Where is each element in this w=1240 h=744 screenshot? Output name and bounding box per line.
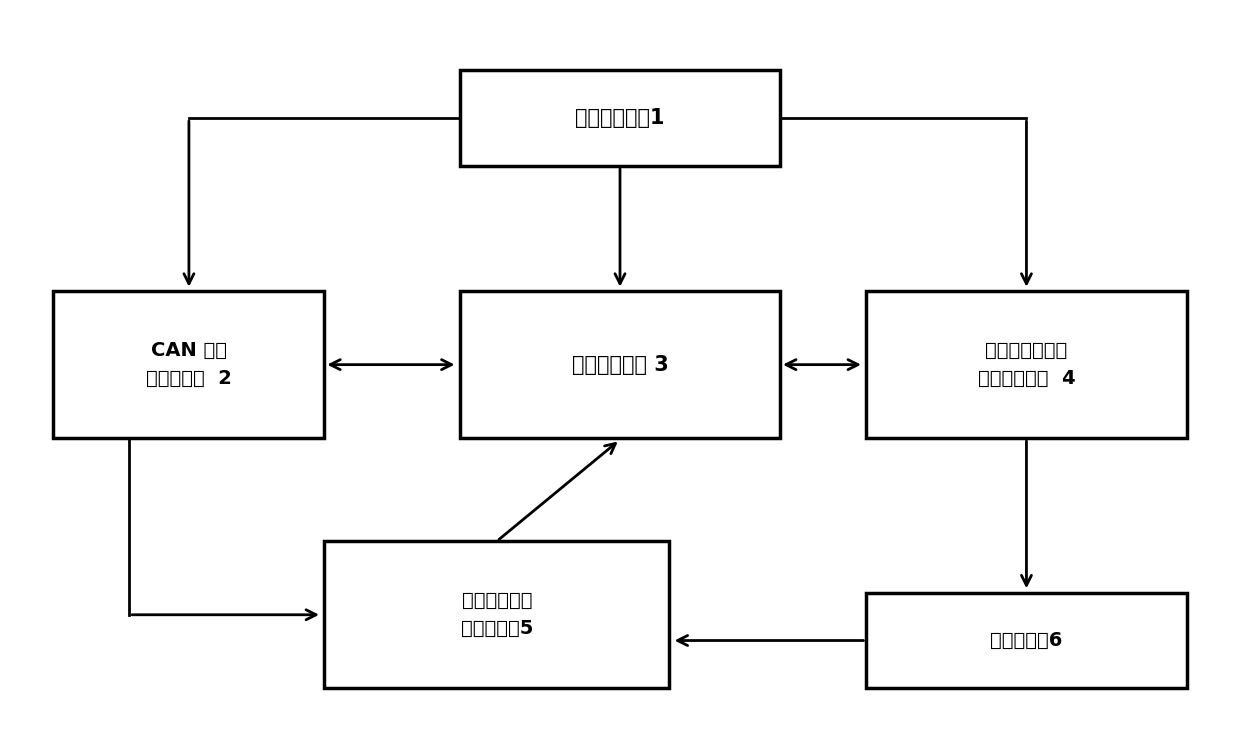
Text: CAN 接收
及发送模块  2: CAN 接收 及发送模块 2 [146,341,232,388]
Text: 微处理器模块 3: 微处理器模块 3 [572,355,668,375]
FancyBboxPatch shape [325,541,670,688]
FancyBboxPatch shape [53,291,325,438]
FancyBboxPatch shape [867,291,1187,438]
Text: 反馈电流处理
与采样模块5: 反馈电流处理 与采样模块5 [460,591,533,638]
FancyBboxPatch shape [867,593,1187,688]
Text: 输出驱动及反馈
电流采样模块  4: 输出驱动及反馈 电流采样模块 4 [977,341,1075,388]
FancyBboxPatch shape [460,71,780,166]
Text: 电源转换模块1: 电源转换模块1 [575,108,665,128]
FancyBboxPatch shape [460,291,780,438]
Text: 外控电磁阀6: 外控电磁阀6 [991,631,1063,650]
